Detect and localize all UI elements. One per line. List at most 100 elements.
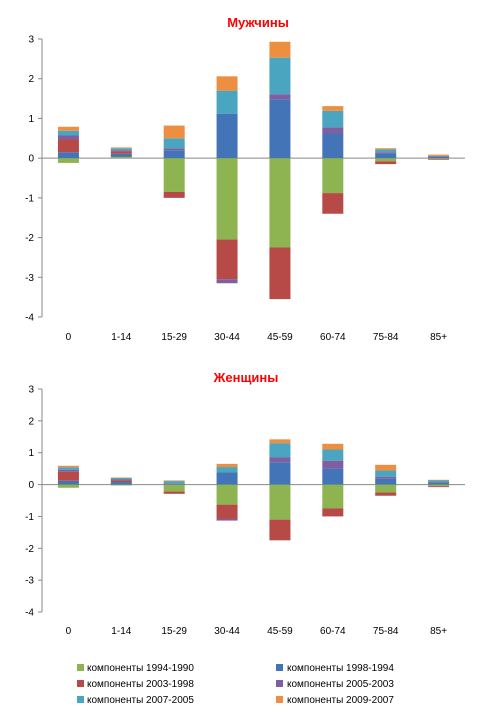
legend-swatch-1998-1994 <box>276 664 283 671</box>
men-bar-45-59-series-5 <box>269 57 291 95</box>
men-bar-60-74-series-1 <box>322 158 344 194</box>
men-y-tick-label: -2 <box>25 233 34 244</box>
women-bar-1-14-series-5 <box>110 477 132 480</box>
men-bar-75-84-series-3 <box>375 161 397 165</box>
men-y-tick-label: -4 <box>25 313 34 324</box>
men-bar-15-29-series-6 <box>163 125 185 139</box>
women-x-tick-label: 60-74 <box>320 626 346 637</box>
women-x-tick-label: 85+ <box>430 626 447 637</box>
women-y-tick-label: -3 <box>25 576 34 587</box>
women-bar-0-series-4 <box>57 469 79 472</box>
men-bar-30-44-series-1 <box>216 158 238 240</box>
women-x-tick-label: 45-59 <box>267 626 293 637</box>
women-bar-60-74-series-4 <box>322 460 344 469</box>
women-bar-85+-series-6 <box>428 479 450 481</box>
men-y-tick-label: 3 <box>28 35 34 46</box>
men-y-tick-label: -1 <box>25 193 34 204</box>
women-bar-1-14-series-4 <box>110 479 132 481</box>
women-bar-45-59-series-3 <box>269 519 291 541</box>
women-bar-60-74-series-1 <box>322 484 344 509</box>
women-bar-15-29-series-4 <box>163 483 185 485</box>
women-bar-60-74-series-5 <box>322 449 344 461</box>
men-bar-45-59-series-6 <box>269 41 291 58</box>
men-bar-75-84-series-1 <box>375 158 397 162</box>
men-bar-30-44-series-2 <box>216 113 238 159</box>
men-x-tick-label: 75-84 <box>373 332 399 343</box>
men-bar-1-14-series-1 <box>110 156 132 159</box>
men-y-tick-label: -3 <box>25 273 34 284</box>
women-bar-75-84-series-5 <box>375 470 397 477</box>
women-y-tick-label: 0 <box>28 480 34 491</box>
men-x-tick-label: 45-59 <box>267 332 293 343</box>
men-bar-15-29-series-5 <box>163 138 185 149</box>
women-bar-30-44-series-4 <box>216 518 238 521</box>
women-bar-75-84-series-1 <box>375 484 397 493</box>
women-bar-0-series-6 <box>57 465 79 468</box>
men-bar-45-59-series-4 <box>269 94 291 100</box>
men-y-tick-label: 0 <box>28 154 34 165</box>
men-bar-15-29-series-1 <box>163 158 185 192</box>
men-x-tick-label: 30-44 <box>214 332 240 343</box>
women-bar-1-14-series-1 <box>110 484 132 486</box>
women-bar-30-44-series-1 <box>216 484 238 505</box>
men-bar-85+-series-6 <box>428 154 450 156</box>
women-bar-15-29-series-6 <box>163 480 185 482</box>
women-bar-75-84-series-6 <box>375 464 397 471</box>
women-y-tick-label: -4 <box>25 608 34 619</box>
women-x-tick-label: 1-14 <box>111 626 131 637</box>
men-chart-title: Мужчины <box>227 15 289 30</box>
men-bar-1-14-series-6 <box>110 147 132 149</box>
women-bar-1-14-series-6 <box>110 477 132 479</box>
men-bar-0-series-6 <box>57 126 79 131</box>
legend-swatch-2005-2003 <box>276 680 283 687</box>
men-bar-85+-series-5 <box>428 155 450 157</box>
women-x-tick-label: 30-44 <box>214 626 240 637</box>
women-x-tick-label: 15-29 <box>161 626 187 637</box>
legend-label-2009-2007: компоненты 2009-2007 <box>287 695 394 706</box>
men-y-tick-label: 1 <box>28 114 34 125</box>
men-bar-85+-series-1 <box>428 158 450 159</box>
women-bar-75-84-series-2 <box>375 478 397 485</box>
men-bar-60-74-series-5 <box>322 110 344 128</box>
men-y-tick-label: 2 <box>28 74 34 85</box>
men-bar-30-44-series-6 <box>216 76 238 91</box>
legend-label-1998-1994: компоненты 1998-1994 <box>287 663 394 674</box>
men-bar-85+-series-4 <box>428 156 450 158</box>
women-bar-0-series-1 <box>57 484 79 488</box>
men-bar-15-29-series-2 <box>163 150 185 159</box>
legend: компоненты 1994-1990 компоненты 1998-199… <box>77 663 394 706</box>
men-x-tick-label: 15-29 <box>161 332 187 343</box>
women-bar-0-series-2 <box>57 480 79 485</box>
legend-swatch-2009-2007 <box>276 696 283 703</box>
women-bar-85+-series-2 <box>428 482 450 485</box>
women-bar-1-14-series-2 <box>110 482 132 485</box>
women-bar-45-59-series-1 <box>269 484 291 520</box>
men-bar-45-59-series-2 <box>269 99 291 159</box>
women-bar-0-series-3 <box>57 471 79 481</box>
men-x-tick-label: 1-14 <box>111 332 131 343</box>
women-bar-75-84-series-3 <box>375 492 397 496</box>
women-bar-15-29-series-2 <box>163 483 185 485</box>
women-bar-85+-series-1 <box>428 484 450 487</box>
men-bar-15-29-series-3 <box>163 191 185 198</box>
men-x-tick-label: 60-74 <box>320 332 346 343</box>
men-bar-60-74-series-6 <box>322 106 344 111</box>
men-bar-30-44-series-5 <box>216 90 238 114</box>
men-bar-60-74-series-2 <box>322 133 344 159</box>
women-bar-75-84-series-4 <box>375 476 397 479</box>
women-bar-1-14-series-3 <box>110 480 132 483</box>
women-y-tick-label: 3 <box>28 385 34 396</box>
women-y-tick-label: 1 <box>28 448 34 459</box>
women-bar-15-29-series-1 <box>163 484 185 492</box>
men-bar-60-74-series-3 <box>322 193 344 214</box>
women-bar-45-59-series-4 <box>269 457 291 463</box>
legend-swatch-2003-1998 <box>77 680 84 687</box>
men-chart: Мужчины -4 -3 -2 -1 0 1 2 3 0 1-14 15-29 30-44 45-59… <box>25 15 465 343</box>
women-chart-title: Женщины <box>213 370 279 385</box>
men-bar-15-29-series-4 <box>163 148 185 151</box>
men-bar-75-84-series-6 <box>375 148 397 150</box>
women-bar-30-44-series-2 <box>216 472 238 485</box>
women-bar-60-74-series-3 <box>322 508 344 517</box>
legend-label-1994-1990: компоненты 1994-1990 <box>87 663 194 674</box>
